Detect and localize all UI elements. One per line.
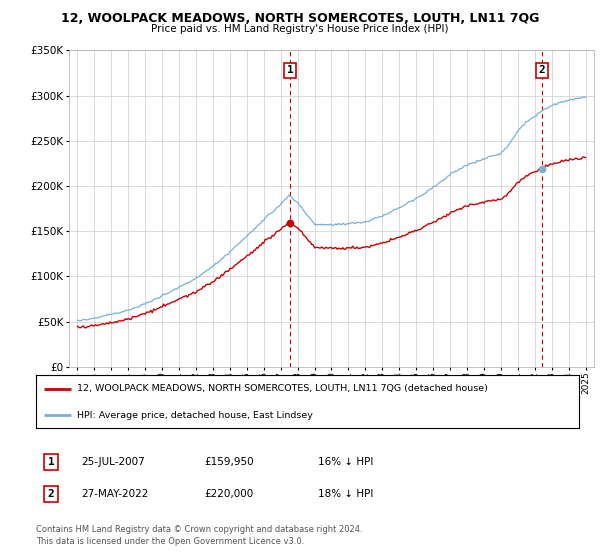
Text: 27-MAY-2022: 27-MAY-2022 bbox=[81, 489, 148, 499]
Text: 12, WOOLPACK MEADOWS, NORTH SOMERCOTES, LOUTH, LN11 7QG (detached house): 12, WOOLPACK MEADOWS, NORTH SOMERCOTES, … bbox=[77, 384, 488, 393]
Text: 1: 1 bbox=[47, 457, 55, 467]
Text: £220,000: £220,000 bbox=[204, 489, 253, 499]
Text: 2: 2 bbox=[47, 489, 55, 499]
Text: 12, WOOLPACK MEADOWS, NORTH SOMERCOTES, LOUTH, LN11 7QG: 12, WOOLPACK MEADOWS, NORTH SOMERCOTES, … bbox=[61, 12, 539, 25]
Text: Contains HM Land Registry data © Crown copyright and database right 2024.
This d: Contains HM Land Registry data © Crown c… bbox=[36, 525, 362, 546]
Text: 1: 1 bbox=[287, 66, 293, 75]
Text: 2: 2 bbox=[538, 66, 545, 75]
Text: £159,950: £159,950 bbox=[204, 457, 254, 467]
Text: 16% ↓ HPI: 16% ↓ HPI bbox=[318, 457, 373, 467]
Text: HPI: Average price, detached house, East Lindsey: HPI: Average price, detached house, East… bbox=[77, 410, 313, 419]
Text: 18% ↓ HPI: 18% ↓ HPI bbox=[318, 489, 373, 499]
Text: Price paid vs. HM Land Registry's House Price Index (HPI): Price paid vs. HM Land Registry's House … bbox=[151, 24, 449, 34]
Text: 25-JUL-2007: 25-JUL-2007 bbox=[81, 457, 145, 467]
